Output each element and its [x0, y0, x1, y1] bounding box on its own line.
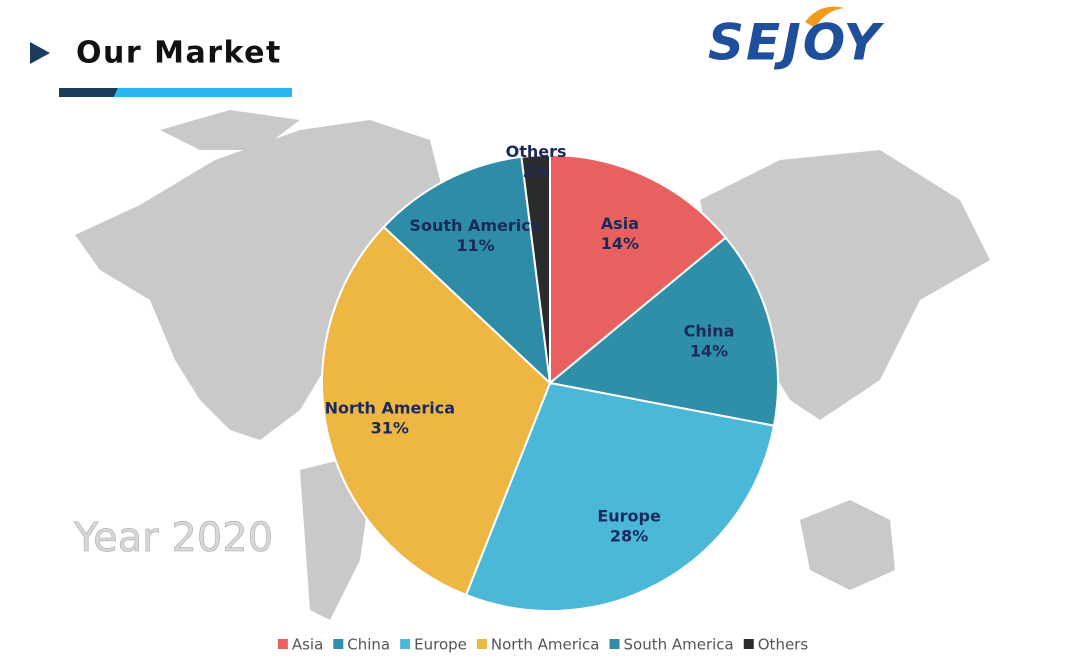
legend-swatch — [333, 639, 344, 649]
pie-slice — [382, 155, 552, 386]
logo-swoosh — [805, 6, 845, 29]
slice-label: South America — [409, 216, 541, 235]
slice-label: China — [684, 322, 735, 341]
slice-value-label: 14% — [690, 342, 728, 361]
pie-slice — [520, 153, 551, 384]
pie-slice — [547, 236, 779, 427]
legend-swatch — [476, 639, 487, 649]
underline-light — [114, 88, 292, 97]
title-marker — [30, 42, 50, 64]
slice-value-label: 14% — [601, 234, 639, 253]
underline-dark — [59, 88, 118, 97]
slice-value-label: 28% — [610, 526, 648, 545]
slice-value-label: 31% — [371, 418, 409, 437]
slice-value-label: 2% — [523, 162, 550, 181]
legend-swatch — [277, 639, 288, 649]
legend: Asia China Europe North America South Americ… — [277, 636, 809, 654]
legend-swatch — [400, 639, 411, 649]
legend-label: China — [347, 636, 390, 654]
legend-label: Others — [758, 636, 809, 654]
legend-label: North America — [491, 636, 600, 654]
slice-label: Asia — [601, 214, 639, 233]
slice-label: Europe — [597, 506, 661, 525]
legend-label: South America — [624, 636, 734, 654]
pie-slice — [321, 225, 552, 597]
logo: SEJOY — [708, 14, 885, 72]
legend-swatch — [743, 639, 754, 649]
pie-slice — [464, 381, 776, 612]
year-annotation: Year 2020 — [73, 515, 273, 561]
slice-label: Others — [506, 142, 567, 161]
legend-swatch — [609, 639, 620, 649]
slide-title: Our Market — [76, 36, 282, 71]
pie-slice — [549, 153, 728, 386]
slice-label: North America — [325, 398, 455, 417]
slice-value-label: 11% — [456, 236, 494, 255]
legend-label: Asia — [292, 636, 323, 654]
legend-label: Europe — [414, 636, 467, 654]
